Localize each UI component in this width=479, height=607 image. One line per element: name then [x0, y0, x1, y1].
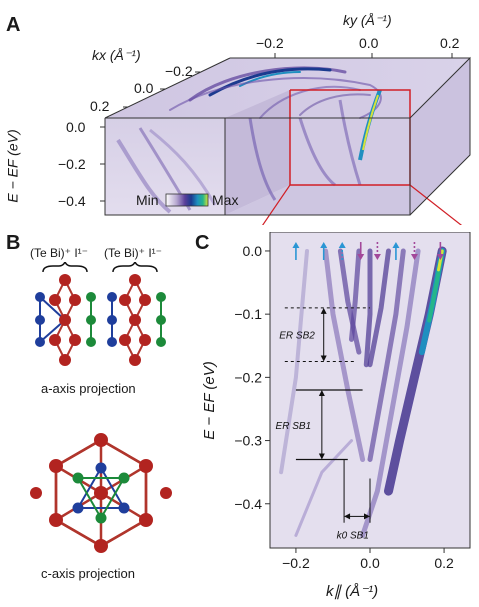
- panel-a-ylabel: E − EF (eV): [4, 129, 21, 203]
- band-12: [294, 439, 353, 537]
- kx-tick-0: −0.2: [165, 63, 193, 79]
- colorbar: [165, 193, 209, 207]
- ky-tick-0: −0.2: [256, 35, 284, 51]
- er-sb1-arrow-head-top: [318, 390, 325, 396]
- box-cut-floor: [225, 185, 410, 215]
- y-tick-label-0: 0.0: [243, 243, 263, 259]
- e-tick-0: 0.0: [66, 119, 86, 135]
- k0-arrow-right-head: [364, 513, 370, 520]
- y-tick-label-3: −0.3: [234, 433, 262, 449]
- spin-arrow-head-6: [410, 254, 418, 260]
- spin-arrow-head-5: [392, 242, 400, 248]
- er-sb2-arrow-head-top: [320, 307, 327, 314]
- band-2: [337, 248, 362, 355]
- panel-a-letter: A: [6, 14, 21, 36]
- box-right-face: [410, 58, 470, 215]
- e-tick-2: −0.4: [58, 193, 86, 209]
- band-3: [349, 248, 362, 342]
- spin-arrow-head-3: [357, 254, 365, 260]
- band-dispersion-a: [116, 89, 382, 214]
- band-0: [279, 249, 309, 475]
- caption-a-axis: a-axis projection: [41, 381, 136, 396]
- k0-sb1-label: k0 SB1: [337, 531, 369, 542]
- ky-tick-2: 0.2: [440, 35, 460, 51]
- spin-arrow-head-7: [436, 254, 444, 260]
- y-tick-label-1: −0.1: [234, 306, 262, 322]
- ky-tick-1: 0.0: [359, 35, 379, 51]
- x-tick-label-0: −0.2: [282, 555, 310, 571]
- crystal-a-projection: [35, 262, 166, 366]
- panel-b-letter: B: [6, 232, 21, 254]
- band-4: [363, 248, 373, 368]
- panel-c-xlabel: k∥ (Å⁻¹): [326, 583, 379, 600]
- band-1: [323, 248, 366, 462]
- colorbar-min-label: Min: [136, 192, 159, 208]
- x-tick-label-1: 0.0: [360, 555, 380, 571]
- x-tick-label-2: 0.2: [434, 555, 454, 571]
- er-sb2-label: ER SB2: [279, 331, 315, 342]
- formula-right: (Te Bi)⁺ I¹⁻: [104, 246, 163, 260]
- er-sb2-arrow-head-bottom: [320, 355, 327, 362]
- panel-a-kx-label: kx (Å⁻¹): [92, 47, 141, 63]
- colorbar-max-label: Max: [212, 192, 239, 208]
- y-tick-label-2: −0.2: [234, 369, 262, 385]
- caption-c-axis: c-axis projection: [41, 566, 135, 581]
- crystal-c-projection: [30, 433, 172, 553]
- kx-tick-2: 0.2: [90, 98, 110, 114]
- panel-c-ylabel: E − EF (eV): [200, 361, 218, 440]
- spin-arrow-head-2: [338, 242, 346, 248]
- panel-a-figure: [100, 53, 471, 225]
- panel-a-ky-label: ky (Å⁻¹): [343, 12, 392, 28]
- y-tick-label-4: −0.4: [234, 496, 262, 512]
- er-sb1-arrow-head-bottom: [318, 453, 325, 460]
- k0-arrow-left-head: [344, 513, 351, 520]
- spin-arrow-head-4: [373, 254, 381, 260]
- spin-arrow-head-0: [292, 242, 300, 248]
- fermi-contours: [169, 66, 382, 119]
- panel-c-chart: ER SB2 ER SB1 k0 SB1 0.0 −0.1 −0.2 −0.3 −0.4 −0.…: [234, 232, 471, 571]
- e-tick-1: −0.2: [58, 156, 86, 172]
- band-5: [367, 248, 391, 368]
- formula-left: (Te Bi)⁺ I¹⁻: [30, 246, 89, 260]
- spin-arrow-head-1: [320, 242, 328, 248]
- panel-c-letter: C: [195, 232, 210, 254]
- band-6: [367, 248, 406, 462]
- band-7: [360, 248, 421, 538]
- kx-tick-1: 0.0: [134, 80, 154, 96]
- er-sb1-label: ER SB1: [276, 421, 312, 432]
